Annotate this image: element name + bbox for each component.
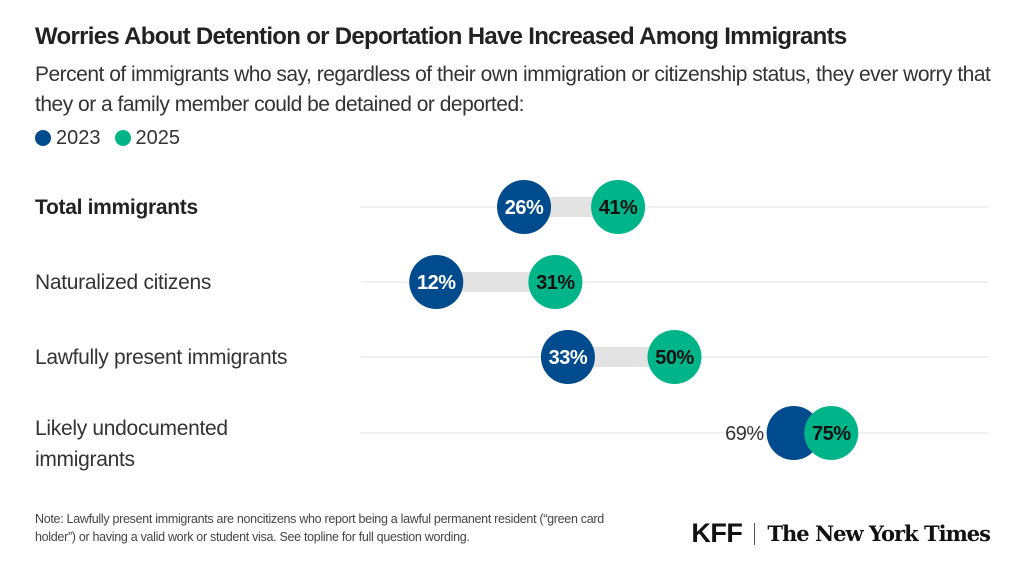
chart-header: Worries About Detention or Deportation H… (35, 22, 1010, 150)
chart-title: Worries About Detention or Deportation H… (35, 23, 847, 50)
legend: 2023 2025 (35, 126, 1010, 150)
footer: Note: Lawfully present immigrants are no… (35, 510, 991, 549)
logo-divider (754, 522, 756, 545)
dot-2025 (591, 180, 646, 234)
legend-label: 2023 (56, 127, 101, 149)
category-label: Lawfully present immigrants (35, 346, 288, 369)
legend-swatch (35, 130, 51, 146)
data-label: 41% (599, 197, 638, 219)
category-label: Likely undocumented immigrants (35, 417, 228, 471)
data-label: 50% (655, 347, 694, 369)
data-label: 33% (549, 347, 588, 369)
data-label: 69% (725, 423, 764, 445)
data-label: 75% (812, 423, 851, 445)
dot-2025 (804, 406, 859, 460)
footnote: Note: Lawfully present immigrants are no… (35, 512, 604, 544)
dot-2025 (647, 330, 702, 384)
data-label: 26% (505, 197, 544, 219)
category-label: Naturalized citizens (35, 271, 212, 294)
nyt-logo: The New York Times (767, 521, 991, 546)
data-label: 12% (417, 272, 456, 294)
data-label: 31% (536, 272, 575, 294)
dot-2023 (766, 406, 821, 460)
legend-swatch (114, 130, 131, 146)
dot-2023 (497, 180, 552, 234)
connector-bar (436, 272, 556, 292)
kff-logo: KFF (691, 518, 743, 548)
legend-item-2025: 2025 (114, 126, 181, 150)
legend-label: 2025 (135, 127, 181, 149)
logos: KFF The New York Times (691, 518, 991, 549)
dot-2023 (409, 255, 464, 309)
connector-bar (567, 347, 675, 367)
dot-2025 (528, 255, 583, 309)
category-label: Total immigrants (35, 196, 198, 219)
chart-subtitle: Percent of immigrants who say, regardles… (35, 63, 991, 116)
dot-2023 (540, 330, 595, 384)
legend-item-2023: 2023 (35, 126, 101, 150)
